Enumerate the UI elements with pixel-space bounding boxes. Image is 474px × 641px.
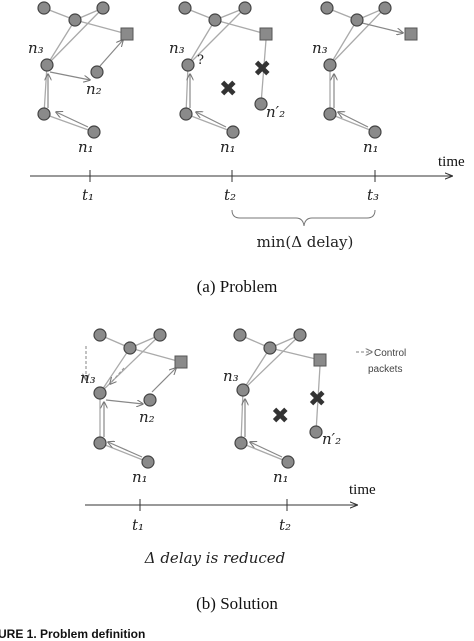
snapshot-a1: n₃ n₂ n₁ <box>28 1 134 156</box>
legend: Control packets <box>356 348 406 375</box>
tick-label: t₃ <box>367 186 379 204</box>
svg-text:✖: ✖ <box>271 404 289 429</box>
node-label: n₂ <box>86 80 102 98</box>
node-label: n₁ <box>363 138 379 156</box>
timeline-a: time t₁ t₂ t₃ min(Δ delay) <box>30 154 465 251</box>
tick-label: t₂ <box>279 516 291 534</box>
timeline-b: time t₁ t₂ <box>85 482 376 534</box>
node-label: n₃ <box>28 39 44 57</box>
brace-label: min(Δ delay) <box>257 233 354 251</box>
node-label: n₁ <box>132 468 148 486</box>
snapshot-a2: ✖ ✖ n₃ ? n′₂ n₁ <box>169 1 285 156</box>
legend-label: packets <box>368 364 402 375</box>
axis-label: time <box>438 154 465 170</box>
snapshot-a3: n₃ n₁ <box>312 1 418 156</box>
node-label: n₃ <box>169 39 185 57</box>
snapshot-b2: ✖ ✖ n₃ n′₂ n₁ <box>223 328 341 486</box>
node-label: n₁ <box>273 468 289 486</box>
axis-label: time <box>349 482 376 498</box>
tick-label: t₁ <box>82 186 94 204</box>
node-label: n′₂ <box>322 430 341 448</box>
svg-text:✖: ✖ <box>253 57 271 82</box>
node-label: n₃ <box>223 367 239 385</box>
note: Δ delay is reduced <box>144 549 286 567</box>
tick-label: t₂ <box>224 186 236 204</box>
tick-label: t₁ <box>132 516 144 534</box>
node-label: n₁ <box>78 138 94 156</box>
figure-caption: FIGURE 1. Problem definition <box>0 627 145 641</box>
question-mark: ? <box>197 53 204 68</box>
snapshot-b1: n₃ n₂ n₁ <box>80 328 188 486</box>
node-label: n′₂ <box>266 103 285 121</box>
node-label: n₁ <box>220 138 236 156</box>
node-label: n₃ <box>80 369 96 387</box>
panel-caption: (b) Solution <box>196 594 278 613</box>
svg-text:✖: ✖ <box>308 387 326 412</box>
node-label: n₃ <box>312 39 328 57</box>
panel-caption: (a) Problem <box>197 277 278 296</box>
node-label: n₂ <box>139 408 155 426</box>
legend-label: Control <box>374 348 406 359</box>
svg-text:✖: ✖ <box>219 77 237 102</box>
